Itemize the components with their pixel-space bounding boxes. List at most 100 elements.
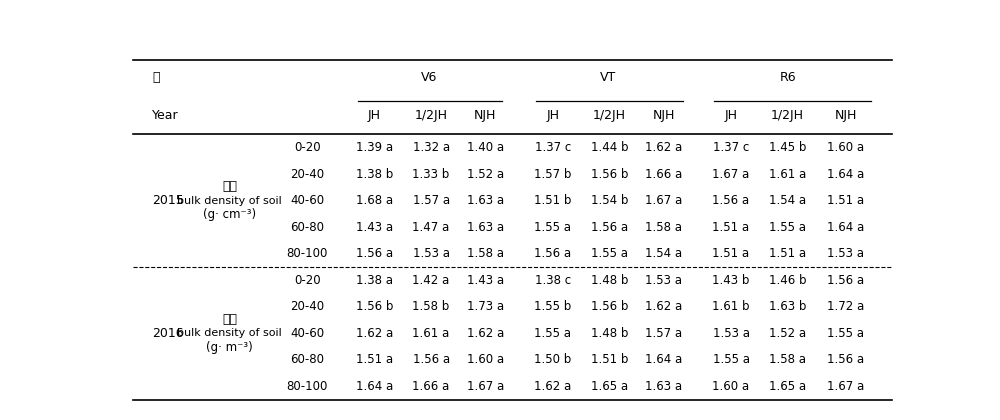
- Text: (g· m⁻³): (g· m⁻³): [206, 341, 253, 354]
- Text: 1.33 b: 1.33 b: [413, 168, 450, 181]
- Text: 1.66 a: 1.66 a: [645, 168, 682, 181]
- Text: 1.55 a: 1.55 a: [591, 247, 628, 260]
- Text: Year: Year: [152, 109, 179, 121]
- Text: 1/2JH: 1/2JH: [593, 109, 626, 121]
- Text: 60-80: 60-80: [290, 353, 324, 366]
- Text: 1.57 a: 1.57 a: [413, 194, 450, 207]
- Text: 1.46 b: 1.46 b: [769, 274, 806, 287]
- Text: 20-40: 20-40: [290, 300, 324, 313]
- Text: 1.68 a: 1.68 a: [356, 194, 393, 207]
- Text: 1.67 a: 1.67 a: [712, 168, 750, 181]
- Text: 1.51 a: 1.51 a: [356, 353, 393, 366]
- Text: 1.60 a: 1.60 a: [712, 380, 750, 393]
- Text: 1.54 a: 1.54 a: [645, 247, 682, 260]
- Text: 1.53 a: 1.53 a: [645, 274, 682, 287]
- Text: 1.63 a: 1.63 a: [467, 221, 504, 234]
- Text: 1.38 b: 1.38 b: [356, 168, 393, 181]
- Text: 40-60: 40-60: [290, 194, 324, 207]
- Text: 1.37 c: 1.37 c: [713, 141, 749, 154]
- Text: 1.56 b: 1.56 b: [591, 300, 628, 313]
- Text: 1.66 a: 1.66 a: [413, 380, 450, 393]
- Text: 1.51 b: 1.51 b: [534, 194, 571, 207]
- Text: 1.52 a: 1.52 a: [467, 168, 504, 181]
- Text: bulk density of soil: bulk density of soil: [177, 196, 282, 206]
- Text: 1.64 a: 1.64 a: [827, 168, 864, 181]
- Text: 2016: 2016: [152, 327, 184, 340]
- Text: 年: 年: [152, 71, 160, 84]
- Text: 1.55 a: 1.55 a: [534, 221, 571, 234]
- Text: 1.43 a: 1.43 a: [356, 221, 393, 234]
- Text: 1.56 a: 1.56 a: [712, 194, 750, 207]
- Text: 1.56 a: 1.56 a: [356, 247, 393, 260]
- Text: 1.40 a: 1.40 a: [467, 141, 504, 154]
- Text: 1.43 a: 1.43 a: [467, 274, 504, 287]
- Text: 1.50 b: 1.50 b: [534, 353, 571, 366]
- Text: 1.51 b: 1.51 b: [591, 353, 628, 366]
- Text: V6: V6: [421, 71, 438, 84]
- Text: 1.62 a: 1.62 a: [534, 380, 571, 393]
- Text: 1.56 b: 1.56 b: [591, 168, 628, 181]
- Text: 1.63 a: 1.63 a: [645, 380, 682, 393]
- Text: JH: JH: [725, 109, 738, 121]
- Text: 1.54 a: 1.54 a: [769, 194, 806, 207]
- Text: 1.65 a: 1.65 a: [769, 380, 806, 393]
- Text: 1.32 a: 1.32 a: [413, 141, 450, 154]
- Text: 1.73 a: 1.73 a: [467, 300, 504, 313]
- Text: 1.57 a: 1.57 a: [645, 327, 682, 340]
- Text: 1.56 a: 1.56 a: [413, 353, 450, 366]
- Text: 1.62 a: 1.62 a: [467, 327, 504, 340]
- Text: 1.58 a: 1.58 a: [645, 221, 682, 234]
- Text: 1/2JH: 1/2JH: [771, 109, 804, 121]
- Text: 1.55 a: 1.55 a: [713, 353, 750, 366]
- Text: NJH: NJH: [652, 109, 675, 121]
- Text: 80-100: 80-100: [286, 247, 328, 260]
- Text: 1.53 a: 1.53 a: [827, 247, 864, 260]
- Text: 1.43 b: 1.43 b: [712, 274, 750, 287]
- Text: 1.64 a: 1.64 a: [356, 380, 393, 393]
- Text: 1.56 b: 1.56 b: [356, 300, 393, 313]
- Text: 1.61 a: 1.61 a: [413, 327, 450, 340]
- Text: 1.38 c: 1.38 c: [535, 274, 571, 287]
- Text: 容重: 容重: [222, 180, 237, 193]
- Text: 1.62 a: 1.62 a: [645, 300, 682, 313]
- Text: NJH: NJH: [474, 109, 497, 121]
- Text: 1.45 b: 1.45 b: [769, 141, 806, 154]
- Text: 1.62 a: 1.62 a: [356, 327, 393, 340]
- Text: 1.56 a: 1.56 a: [591, 221, 628, 234]
- Text: 1.53 a: 1.53 a: [413, 247, 450, 260]
- Text: 1.67 a: 1.67 a: [467, 380, 504, 393]
- Text: VT: VT: [600, 71, 616, 84]
- Text: 1.57 b: 1.57 b: [534, 168, 571, 181]
- Text: 1.60 a: 1.60 a: [827, 141, 864, 154]
- Text: 1.56 a: 1.56 a: [534, 247, 571, 260]
- Text: 容重: 容重: [222, 313, 237, 326]
- Text: (g· cm⁻³): (g· cm⁻³): [203, 208, 256, 221]
- Text: 80-100: 80-100: [286, 380, 328, 393]
- Text: 1.38 a: 1.38 a: [356, 274, 393, 287]
- Text: 1.54 b: 1.54 b: [591, 194, 628, 207]
- Text: 1.58 b: 1.58 b: [413, 300, 450, 313]
- Text: 1.48 b: 1.48 b: [591, 327, 628, 340]
- Text: 0-20: 0-20: [294, 274, 320, 287]
- Text: 1.72 a: 1.72 a: [827, 300, 864, 313]
- Text: 1.55 a: 1.55 a: [534, 327, 571, 340]
- Text: 1.51 a: 1.51 a: [712, 247, 750, 260]
- Text: 2015: 2015: [152, 194, 184, 207]
- Text: 1.51 a: 1.51 a: [712, 221, 750, 234]
- Text: 1.67 a: 1.67 a: [827, 380, 864, 393]
- Text: 1.55 b: 1.55 b: [534, 300, 571, 313]
- Text: 20-40: 20-40: [290, 168, 324, 181]
- Text: 1/2JH: 1/2JH: [415, 109, 448, 121]
- Text: 1.55 a: 1.55 a: [827, 327, 864, 340]
- Text: 1.48 b: 1.48 b: [591, 274, 628, 287]
- Text: 1.60 a: 1.60 a: [467, 353, 504, 366]
- Text: 1.53 a: 1.53 a: [713, 327, 750, 340]
- Text: NJH: NJH: [835, 109, 857, 121]
- Text: 1.64 a: 1.64 a: [645, 353, 682, 366]
- Text: 1.55 a: 1.55 a: [769, 221, 806, 234]
- Text: 0-20: 0-20: [294, 141, 320, 154]
- Text: 1.56 a: 1.56 a: [827, 353, 864, 366]
- Text: 40-60: 40-60: [290, 327, 324, 340]
- Text: 1.51 a: 1.51 a: [769, 247, 806, 260]
- Text: 1.58 a: 1.58 a: [467, 247, 504, 260]
